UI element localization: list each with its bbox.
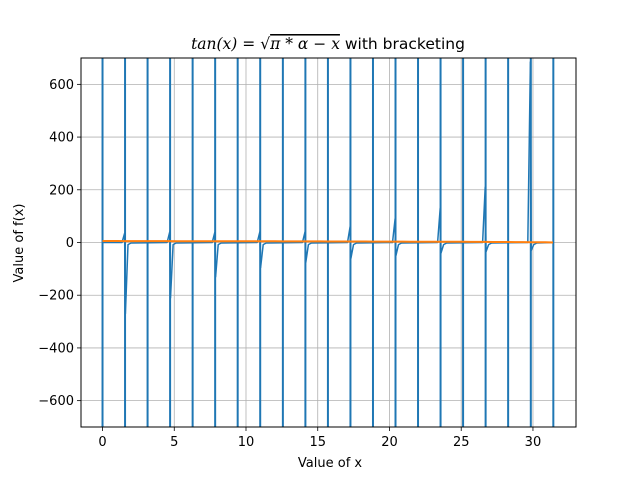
y-tick-label: −600 (38, 394, 74, 409)
sqrt-line (102, 240, 554, 244)
title-sqrt-symbol: √ (260, 35, 270, 53)
tan-line (102, 61, 554, 315)
y-tick-label: 400 (49, 131, 74, 146)
y-tick-label: 0 (66, 236, 74, 251)
x-tick-label: 25 (453, 435, 470, 450)
title-suffix: with bracketing (340, 35, 465, 53)
x-tick-label: 5 (170, 435, 178, 450)
x-tick-label: 20 (381, 435, 398, 450)
x-tick-label: 0 (98, 435, 106, 450)
y-axis-label: Value of f(x) (12, 204, 27, 283)
chart-title: tan(x) = √π * α − x with bracketing (191, 35, 465, 53)
plot-area (80, 57, 577, 428)
series-tan (102, 61, 554, 315)
x-tick-label: 15 (309, 435, 326, 450)
y-tick-label: 200 (49, 183, 74, 198)
title-radicand: π * α − x (269, 35, 340, 53)
x-tick-label: 30 (525, 435, 542, 450)
y-tick-label: 600 (49, 78, 74, 93)
y-tick-label: −400 (38, 341, 74, 356)
x-tick-label: 10 (238, 435, 255, 450)
series-sqrt (102, 240, 554, 244)
y-ticks: −600 −400 −200 0 200 400 600 (38, 78, 81, 409)
x-ticks: 0 5 10 15 20 25 30 (98, 427, 541, 450)
x-axis-label: Value of x (298, 456, 362, 471)
y-tick-label: −200 (38, 289, 74, 304)
